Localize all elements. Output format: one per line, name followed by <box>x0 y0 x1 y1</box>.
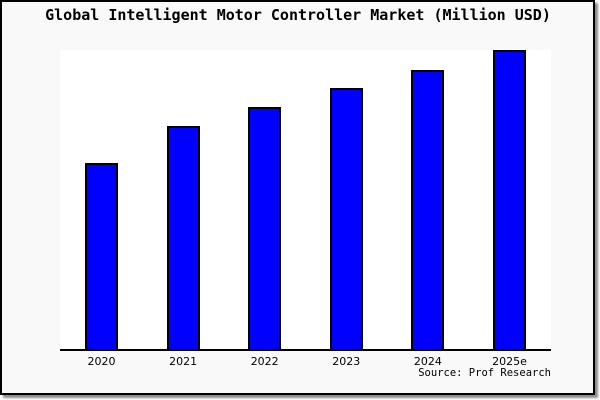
bar-2020 <box>85 163 118 351</box>
x-tick-label: 2024 <box>413 355 442 368</box>
x-tick-label: 2025e <box>492 355 527 368</box>
x-tick-label: 2023 <box>332 355 361 368</box>
x-tick-label: 2021 <box>169 355 198 368</box>
plot-area <box>60 50 551 351</box>
bar-2021 <box>166 126 200 351</box>
x-tick-label: 2020 <box>87 355 116 368</box>
bar-2024 <box>411 70 445 351</box>
x-axis-line <box>60 349 551 351</box>
bar-2023 <box>329 88 363 351</box>
source-credit: Source: Prof Research <box>418 367 551 379</box>
x-tick-label: 2022 <box>250 355 279 368</box>
chart-title: Global Intelligent Motor Controller Mark… <box>45 6 551 24</box>
bar-2022 <box>248 107 282 351</box>
bar-2025e <box>493 50 526 351</box>
